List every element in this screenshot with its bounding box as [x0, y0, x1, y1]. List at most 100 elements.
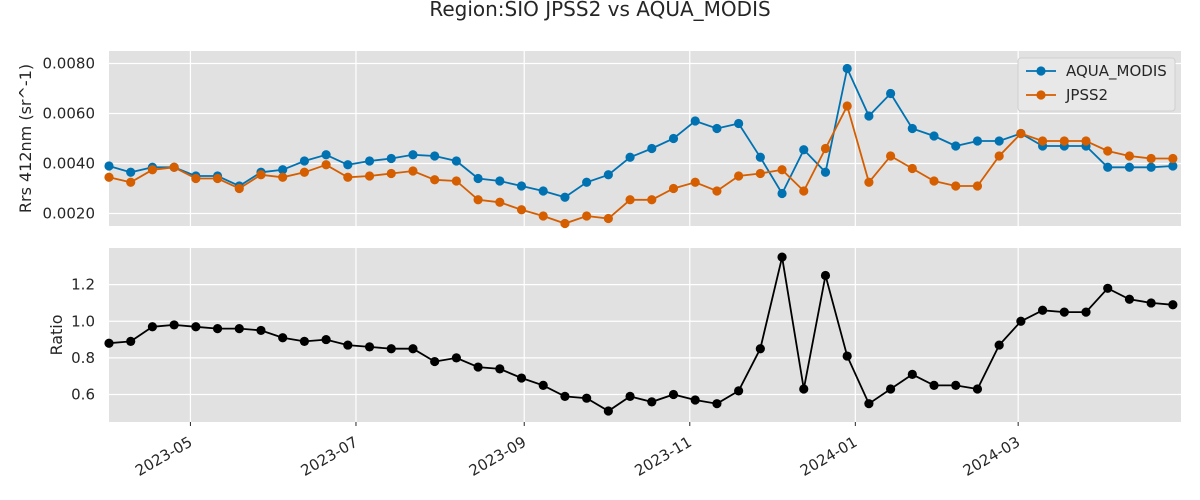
data-point	[321, 334, 331, 345]
data-point	[321, 150, 331, 160]
legend-marker	[1036, 66, 1046, 76]
data-point	[560, 218, 570, 229]
data-point	[1146, 298, 1156, 308]
data-point	[1146, 153, 1156, 164]
data-point	[104, 161, 114, 171]
data-point	[408, 344, 418, 354]
data-point	[712, 399, 722, 409]
data-point	[408, 166, 418, 176]
x-tick-label: 2023-07	[298, 433, 361, 480]
data-point	[734, 118, 744, 129]
data-point	[1081, 136, 1091, 146]
data-point	[1168, 153, 1178, 164]
data-point	[126, 177, 136, 187]
data-point	[1081, 307, 1091, 317]
data-point	[191, 173, 201, 184]
data-point	[299, 336, 310, 347]
data-point	[495, 364, 505, 374]
data-point	[864, 399, 874, 409]
data-point	[451, 176, 461, 186]
data-point	[647, 143, 657, 154]
data-point	[538, 380, 548, 390]
data-point	[777, 252, 787, 262]
data-point	[343, 172, 353, 182]
data-point	[1016, 316, 1026, 326]
data-point	[690, 395, 700, 405]
data-point	[278, 333, 288, 343]
data-point	[538, 211, 548, 221]
data-point	[668, 389, 679, 400]
data-point	[451, 353, 461, 363]
legend-label: JPSS2	[1065, 86, 1108, 104]
y-tick-label: 1.2	[71, 276, 95, 294]
y-tick-label: 0.6	[71, 386, 95, 404]
data-point	[842, 63, 852, 74]
data-point	[147, 322, 158, 332]
data-point	[1124, 162, 1135, 172]
data-point	[755, 168, 765, 179]
data-point	[560, 192, 570, 202]
y-tick-label: 0.0040	[43, 155, 96, 173]
legend-box	[1017, 57, 1176, 112]
y-axis-title: Ratio	[47, 314, 66, 355]
y-axis-title: Rrs 412nm (sr^-1)	[16, 64, 35, 213]
y-tick-label: 0.0020	[43, 205, 96, 223]
data-point	[603, 406, 613, 416]
data-point	[256, 325, 266, 336]
data-point	[690, 116, 700, 126]
data-point	[886, 384, 896, 394]
data-point	[169, 162, 179, 172]
y-tick-label: 1.0	[71, 312, 95, 330]
data-point	[343, 160, 353, 170]
data-point	[647, 195, 657, 205]
x-tick-label: 2023-05	[132, 433, 195, 480]
data-point	[516, 205, 527, 215]
legend-marker	[1036, 90, 1046, 100]
data-point	[1124, 151, 1135, 161]
data-point	[929, 380, 939, 390]
data-point	[712, 186, 722, 196]
data-point	[451, 156, 461, 166]
data-point	[799, 384, 809, 394]
data-point	[364, 342, 375, 352]
data-point	[126, 167, 136, 177]
data-point	[886, 151, 896, 161]
data-point	[929, 176, 939, 186]
data-point	[842, 101, 852, 111]
data-point	[582, 211, 592, 221]
data-point	[1103, 162, 1113, 172]
data-point	[820, 270, 831, 281]
data-point	[994, 340, 1004, 350]
data-point	[212, 173, 223, 184]
data-point	[516, 181, 527, 191]
data-point	[1146, 162, 1156, 172]
data-point	[321, 160, 331, 170]
x-tick-label: 2024-01	[797, 433, 860, 480]
data-point	[408, 150, 418, 160]
data-point	[668, 183, 679, 194]
data-point	[777, 165, 787, 175]
data-point	[799, 186, 809, 196]
chart-title: Region:SIO JPSS2 vs AQUA_MODIS	[429, 0, 770, 21]
data-point	[582, 393, 592, 403]
data-point	[712, 123, 722, 134]
data-point	[212, 323, 223, 334]
data-point	[538, 186, 548, 196]
data-point	[473, 173, 483, 184]
data-point	[951, 380, 961, 390]
data-point	[582, 177, 592, 187]
data-point	[907, 123, 917, 134]
plot-area-2	[109, 248, 1181, 422]
data-point	[647, 397, 657, 407]
data-point	[799, 145, 809, 155]
data-point	[386, 344, 396, 354]
data-point	[1103, 283, 1113, 293]
data-point	[625, 391, 635, 401]
data-point	[430, 175, 440, 185]
data-point	[625, 195, 635, 205]
data-point	[430, 151, 440, 161]
data-point	[343, 340, 353, 350]
x-tick-label: 2023-09	[466, 433, 529, 480]
